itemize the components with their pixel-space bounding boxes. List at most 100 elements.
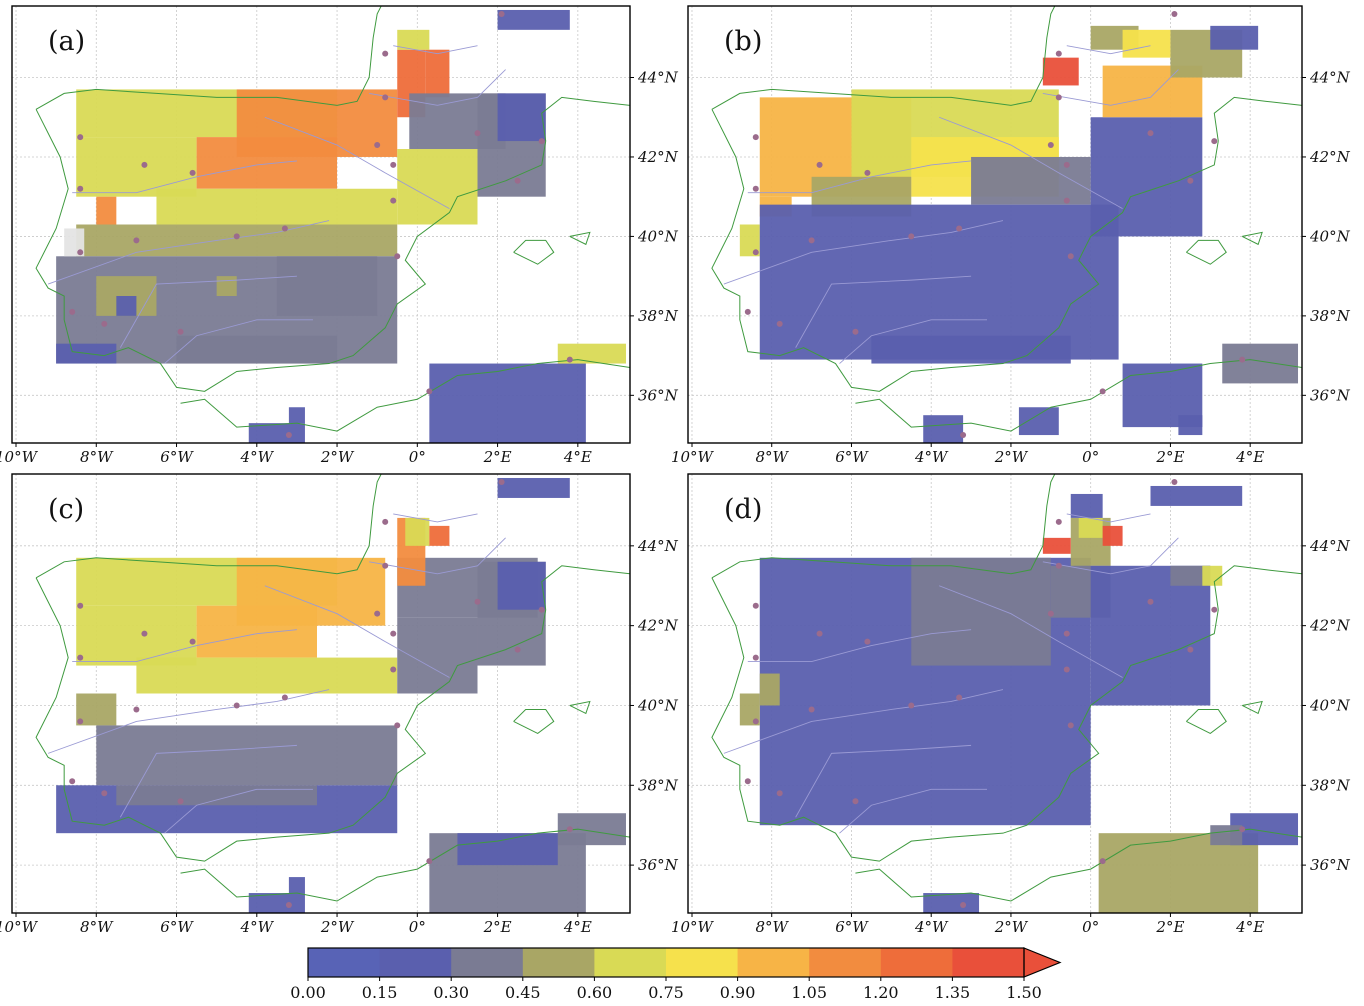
station-marker [744,308,751,315]
lon-tick-label: 6°W [835,918,869,936]
colorbar-tick-label: 0.15 [362,983,398,1002]
lon-tick-label: 4°E [1235,918,1264,936]
colorbar-tick-label: 0.90 [720,983,756,1002]
lon-tick-label: 10°W [0,448,39,466]
lon-tick-label: 0° [409,448,426,466]
station-marker [1055,518,1062,525]
grid-cell [1098,833,1259,913]
colorbar-segment [594,948,667,977]
station-marker [752,249,759,256]
grid-cell [136,657,398,694]
station-marker [77,718,84,725]
station-marker [390,197,397,204]
station-marker [374,142,381,149]
station-marker [426,858,433,865]
grid-cell [429,363,586,443]
grid-cell [1070,493,1103,518]
station-marker [382,50,389,57]
lon-tick-label: 8°W [755,918,789,936]
station-marker [956,225,963,232]
colorbar-tick-label: 1.50 [1006,983,1042,1002]
station-marker [77,185,84,192]
grid-cell [497,561,546,610]
grid-cell [405,517,430,546]
station-marker [382,518,389,525]
colorbar-tick-label: 0.00 [290,983,326,1002]
colorbar-segment [666,948,739,977]
grid-cell [739,224,760,257]
lat-tick-label: 36°N [1310,856,1351,874]
station-marker [514,177,521,184]
lon-tick-label: 4°W [240,448,275,466]
lat-tick-label: 40°N [637,227,679,245]
station-marker [744,778,751,785]
grid-cell [276,256,378,316]
grid-cell [1090,117,1203,237]
station-marker [776,320,783,327]
grid-cell [1210,25,1259,50]
lon-tick-label: 8°W [755,448,789,466]
station-marker [864,169,871,176]
colorbar-segment [952,948,1025,977]
station-marker [233,702,240,709]
stations [744,478,1246,909]
grid-cell [1210,825,1243,846]
grid-cell [288,407,305,424]
grid-cell [1042,57,1079,86]
station-marker [1099,388,1106,395]
panel-label: (c) [48,494,84,525]
lat-tick-label: 44°N [637,537,679,555]
station-marker [374,610,381,617]
lon-tick-label: 2°E [483,918,512,936]
grid-cell [497,477,570,498]
grid-cell [1090,565,1211,706]
lat-tick-label: 42°N [1309,617,1351,635]
map-panel-c: (c) 10°W 8°W 6°W 4°W 2°W 0° 2°E 4°E 44°N 42°N 40°N 3… [0,473,679,936]
station-marker [394,722,401,729]
station-marker [1187,177,1194,184]
lon-tick-label: 0° [409,918,426,936]
station-marker [864,638,871,645]
lon-tick-label: 4°E [563,918,592,936]
station-marker [177,798,184,805]
station-marker [538,138,545,145]
colorbar-segment [880,948,953,977]
rivers [47,513,506,834]
colorbar-segment [737,948,810,977]
station-marker [474,130,481,137]
grid-cell [288,877,305,894]
lat-tick-label: 36°N [638,386,679,404]
lon-tick-label: 4°W [240,918,275,936]
lat-tick-label: 38°N [638,307,679,325]
grid-cell [1102,525,1123,546]
lon-tick-label: 10°W [671,448,715,466]
grid-cell [871,335,1071,364]
station-marker [69,308,76,315]
station-marker [1099,858,1106,865]
colorbar-tick-label: 1.05 [791,983,827,1002]
grid-cell [76,224,398,257]
coastline [35,6,630,432]
station-marker [101,790,108,797]
lat-tick-label: 42°N [637,617,679,635]
station-marker [426,388,433,395]
station-marker [77,134,84,141]
colorbar-segment [809,948,882,977]
lat-tick-label: 38°N [638,776,679,794]
grid-cell [76,137,197,197]
lon-tick-label: 0° [1082,448,1099,466]
station-marker [189,638,196,645]
grid-cell [176,335,338,364]
station-marker [752,718,759,725]
station-marker [1047,610,1054,617]
station-marker [281,694,288,701]
lon-tick-label: 4°W [914,918,949,936]
lon-tick-label: 10°W [0,918,39,936]
colorbar-tick-label: 0.45 [505,983,541,1002]
grid-cell [425,49,450,98]
panel-frame [687,5,1303,444]
lon-tick-label: 10°W [671,918,715,936]
station-marker [852,328,859,335]
lon-tick-label: 4°E [563,448,592,466]
